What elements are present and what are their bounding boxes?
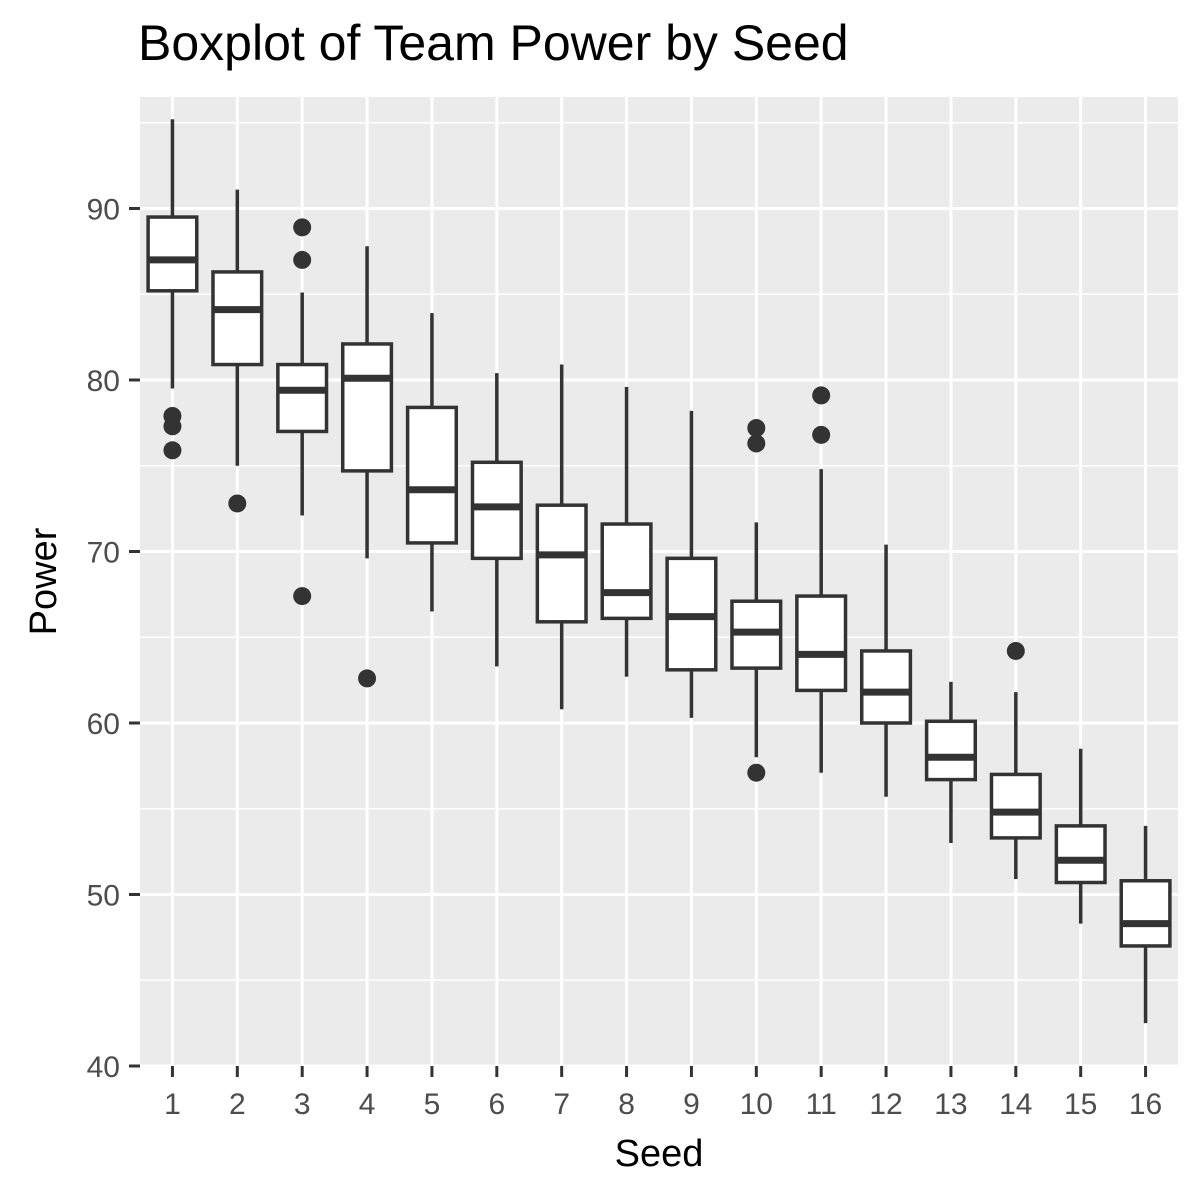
outlier-point — [163, 441, 182, 460]
box-seed-3 — [276, 218, 329, 606]
outlier-point — [747, 763, 766, 782]
outlier-point — [228, 494, 247, 513]
outlier-point — [293, 218, 312, 237]
box-seed-7 — [535, 364, 588, 710]
y-tick-label: 50 — [87, 879, 120, 912]
box-seed-14 — [989, 641, 1042, 880]
box-seed-9 — [665, 410, 718, 718]
box-iqr — [535, 503, 588, 624]
y-tick-label: 60 — [87, 708, 120, 741]
box-iqr — [340, 342, 394, 473]
box-seed-6 — [470, 373, 523, 667]
outlier-point — [812, 425, 831, 444]
outlier-point — [163, 417, 182, 436]
box-iqr — [211, 270, 264, 367]
x-tick-label: 3 — [294, 1088, 311, 1121]
y-tick-label: 70 — [87, 536, 120, 569]
box-iqr — [405, 405, 459, 545]
outlier-point — [747, 419, 766, 438]
x-tick-label: 6 — [488, 1088, 505, 1121]
outlier-point — [293, 250, 312, 269]
x-tick-label: 13 — [934, 1088, 967, 1121]
outlier-point — [293, 587, 312, 606]
box-seed-1 — [146, 119, 199, 460]
box-seed-2 — [211, 189, 264, 513]
box-iqr — [924, 719, 978, 782]
box-iqr — [146, 215, 199, 293]
y-axis-title: Power — [23, 527, 65, 635]
box-seed-15 — [1054, 748, 1107, 924]
box-iqr — [600, 522, 653, 621]
box-iqr — [1054, 824, 1107, 885]
box-seed-12 — [859, 544, 913, 797]
box-iqr — [795, 594, 848, 693]
x-tick-label: 1 — [164, 1088, 181, 1121]
y-tick-label: 40 — [87, 1051, 120, 1084]
box-seed-13 — [924, 681, 978, 844]
outlier-point — [1006, 641, 1025, 660]
x-tick-label: 11 — [806, 1088, 837, 1121]
outlier-point — [747, 434, 766, 453]
boxes — [146, 119, 1172, 1024]
box-seed-16 — [1119, 825, 1172, 1024]
x-tick-label: 16 — [1129, 1088, 1162, 1121]
chart-title: Boxplot of Team Power by Seed — [138, 15, 849, 71]
box-iqr — [276, 362, 329, 434]
box-iqr — [1119, 879, 1172, 948]
x-tick-label: 10 — [740, 1088, 773, 1121]
outlier-point — [812, 386, 831, 405]
box-seed-10 — [730, 419, 783, 782]
x-tick-label: 2 — [229, 1088, 246, 1121]
x-axis-title: Seed — [615, 1133, 704, 1175]
box-iqr — [989, 772, 1042, 840]
outlier-point — [358, 669, 377, 688]
x-tick-label: 8 — [618, 1088, 635, 1121]
box-seed-8 — [600, 386, 653, 677]
x-tick-label: 4 — [359, 1088, 376, 1121]
box-seed-4 — [340, 246, 394, 688]
box-iqr — [859, 649, 913, 725]
x-tick-label: 7 — [553, 1088, 570, 1121]
x-tick-label: 15 — [1064, 1088, 1097, 1121]
x-tick-label: 9 — [683, 1088, 700, 1121]
plot-panel — [140, 97, 1178, 1066]
y-tick-label: 90 — [87, 193, 120, 226]
x-tick-label: 5 — [424, 1088, 441, 1121]
x-tick-label: 14 — [999, 1088, 1032, 1121]
y-tick-label: 80 — [87, 365, 120, 398]
x-tick-label: 12 — [869, 1088, 902, 1121]
box-seed-11 — [795, 386, 848, 773]
box-seed-5 — [405, 313, 459, 612]
